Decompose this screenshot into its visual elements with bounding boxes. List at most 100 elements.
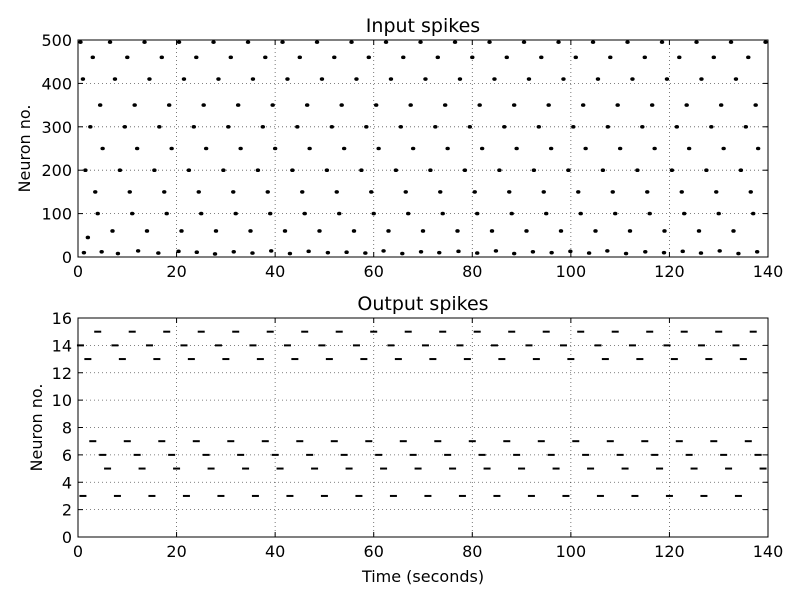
input-spike-point: [85, 235, 91, 240]
input-spike-point: [504, 55, 509, 60]
input-spike-point: [117, 168, 123, 172]
input-spike-point: [186, 168, 192, 172]
input-spike-point: [475, 211, 480, 216]
input-spike-point: [623, 251, 629, 256]
input-spike-point: [462, 168, 468, 172]
input-spike-point: [546, 103, 551, 107]
input-spike-point: [176, 249, 181, 254]
output-spike-mark: [266, 330, 274, 333]
input-spike-point: [199, 211, 204, 216]
input-spike-point: [568, 249, 573, 254]
input-y-axis-label: Neuron no.: [15, 105, 34, 193]
input-spike-point: [600, 168, 606, 172]
input-spike-point: [524, 229, 529, 233]
output-x-tick-label: 0: [73, 542, 83, 561]
input-spike-point: [590, 40, 596, 44]
input-spike-point: [88, 125, 93, 129]
input-spike-point: [755, 146, 761, 151]
output-y-tick-label: 12: [52, 364, 72, 383]
input-spike-point: [381, 249, 386, 253]
input-spike-point: [507, 190, 512, 194]
output-spike-mark: [513, 453, 521, 456]
output-spike-mark: [153, 358, 161, 361]
output-spike-mark: [424, 494, 432, 497]
output-spike-mark: [594, 344, 602, 347]
input-spike-point: [235, 103, 241, 107]
input-spike-point: [605, 249, 610, 253]
input-spike-point: [531, 168, 537, 172]
output-spike-mark: [148, 494, 156, 497]
input-spike-point: [479, 146, 485, 151]
output-spike-mark: [99, 453, 107, 456]
input-y-tick-label: 100: [41, 205, 72, 224]
input-spike-point: [536, 125, 542, 129]
output-spike-mark: [158, 440, 166, 443]
output-spike-mark: [111, 344, 119, 347]
output-spike-mark: [421, 344, 429, 347]
input-spike-point: [300, 190, 305, 194]
output-spike-mark: [180, 344, 188, 347]
output-spike-mark: [113, 494, 121, 497]
input-spike-point: [314, 40, 320, 44]
output-spike-mark: [439, 330, 447, 333]
output-spike-mark: [133, 453, 141, 456]
input-spike-point: [265, 190, 270, 194]
input-spike-point: [282, 229, 288, 233]
input-spike-point: [455, 229, 460, 233]
output-spike-mark: [616, 453, 624, 456]
input-spike-point: [578, 211, 583, 216]
input-x-tick-label: 120: [654, 262, 685, 281]
output-spike-mark: [118, 358, 126, 361]
input-spike-point: [226, 125, 231, 129]
input-spike-point: [615, 103, 620, 107]
input-spike-point: [711, 55, 716, 60]
output-spike-mark: [444, 453, 452, 456]
output-spike-mark: [498, 358, 506, 361]
output-spike-mark: [651, 453, 659, 456]
input-spike-point: [472, 190, 477, 194]
output-spike-mark: [503, 440, 511, 443]
input-spike-point: [359, 168, 364, 172]
input-spike-point: [487, 40, 492, 44]
input-spike-point: [661, 250, 667, 255]
output-spike-mark: [449, 467, 457, 470]
input-spike-point: [325, 250, 331, 255]
input-spike-point: [201, 103, 206, 107]
output-spike-mark: [330, 440, 338, 443]
input-spike-point: [354, 77, 359, 81]
input-spike-point: [680, 249, 685, 254]
output-spike-mark: [168, 453, 176, 456]
output-spike-mark: [456, 344, 464, 347]
output-spike-mark: [409, 453, 417, 456]
output-x-tick-label: 40: [265, 542, 285, 561]
input-spike-point: [403, 190, 408, 194]
output-spike-mark: [710, 440, 718, 443]
input-spike-point: [383, 40, 389, 44]
output-spike-mark: [547, 453, 555, 456]
input-spike-point: [371, 211, 376, 216]
input-spike-point: [255, 168, 261, 172]
output-spike-mark: [214, 344, 222, 347]
output-spike-mark: [559, 344, 567, 347]
input-spike-point: [437, 250, 442, 255]
output-spike-mark: [552, 467, 560, 470]
output-y-tick-label: 16: [52, 309, 72, 328]
input-spike-point: [511, 251, 517, 256]
input-spike-point: [526, 77, 532, 81]
input-spike-point: [605, 125, 611, 129]
output-spike-mark: [352, 344, 360, 347]
input-spike-point: [112, 77, 118, 81]
output-spike-mark: [734, 494, 742, 497]
input-spike-point: [302, 211, 307, 216]
input-spike-point: [127, 190, 132, 194]
output-spike-mark: [577, 330, 585, 333]
input-spike-point: [580, 103, 586, 107]
output-spike-mark: [631, 494, 639, 497]
output-spike-mark: [283, 344, 291, 347]
output-spike-mark: [370, 330, 378, 333]
output-spike-mark: [256, 358, 264, 361]
output-spike-mark: [670, 358, 678, 361]
output-spike-mark: [715, 330, 723, 333]
output-spike-mark: [611, 330, 619, 333]
output-spike-mark: [276, 467, 284, 470]
